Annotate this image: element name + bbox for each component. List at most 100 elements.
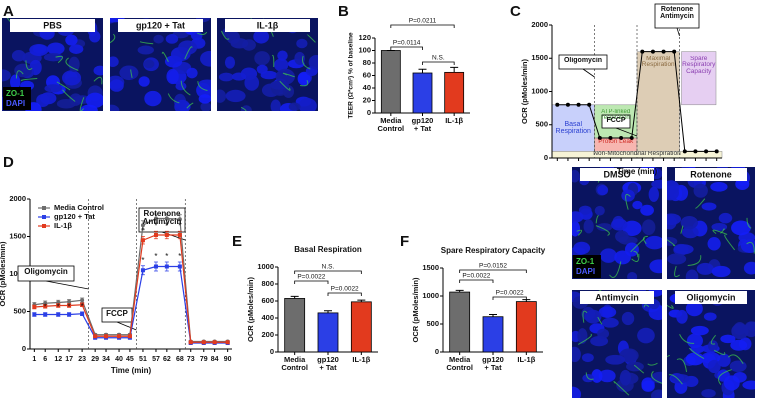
injection-label: Oligomycin — [24, 267, 68, 276]
significance-mark: * — [81, 302, 84, 311]
x-axis-label: Time (min) — [617, 167, 658, 176]
image-title-bg — [580, 291, 654, 304]
injection-label-box: FCCP — [106, 309, 128, 318]
injection-label-box: Rotenone Antimycin — [143, 210, 182, 226]
legend-marker — [42, 215, 46, 219]
point — [153, 233, 158, 237]
point — [43, 304, 48, 309]
nucleus — [591, 369, 603, 383]
x-tick-label: 73 — [187, 356, 195, 363]
nucleus — [11, 50, 26, 62]
junction — [609, 261, 622, 278]
nucleus — [230, 38, 249, 49]
point — [661, 49, 666, 54]
nucleus — [218, 72, 234, 82]
nucleus — [198, 94, 211, 104]
y-tick-label: 1500 — [9, 231, 26, 240]
nucleus — [2, 69, 11, 82]
nucleus — [641, 377, 655, 391]
x-tick-label: Media Control — [377, 117, 405, 133]
nucleus — [707, 359, 721, 374]
point — [56, 312, 61, 317]
junction — [695, 198, 706, 209]
nucleus — [667, 185, 680, 201]
significance-mark: * — [165, 252, 168, 261]
y-tick-label: 800 — [261, 279, 274, 288]
junction — [110, 33, 116, 44]
nucleus — [270, 80, 289, 90]
significance-mark: * — [165, 221, 168, 230]
y-tick-label: 500 — [535, 120, 548, 129]
nucleus — [667, 237, 678, 246]
junction — [180, 80, 191, 96]
stain-label: DAPI — [576, 267, 595, 276]
image-title-bg — [118, 19, 203, 32]
image-title: IL-1β — [257, 20, 279, 30]
significance-label: P=0.0022 — [331, 286, 359, 293]
junction — [271, 54, 275, 67]
point — [597, 136, 602, 141]
junction — [167, 93, 180, 104]
micrograph-content — [667, 290, 755, 398]
nucleus — [273, 58, 289, 72]
nucleus — [572, 169, 580, 183]
point — [32, 305, 37, 309]
junction — [625, 193, 631, 210]
x-tick-label: 29 — [91, 356, 99, 363]
y-tick-label: 80 — [363, 58, 371, 67]
injection-label: FCCP — [106, 309, 128, 318]
injection-arrow — [116, 321, 137, 331]
junction — [727, 354, 744, 365]
point — [104, 334, 109, 339]
nucleus — [68, 56, 80, 73]
panel-label: D — [3, 154, 14, 171]
junction — [643, 304, 650, 308]
nucleus — [572, 220, 581, 237]
bar — [515, 301, 537, 353]
junction — [184, 46, 193, 60]
legend-label: Media Control — [54, 203, 104, 212]
nucleus — [626, 361, 644, 372]
nucleus — [581, 353, 594, 363]
nucleus — [650, 389, 662, 398]
junction — [688, 347, 705, 360]
point — [67, 312, 72, 317]
region-label: ATP-linked respiration — [601, 108, 631, 122]
image-title: Oligomycin — [686, 292, 735, 302]
junction — [667, 355, 671, 358]
micrograph: Rotenone — [667, 167, 755, 279]
error-bar — [455, 289, 464, 293]
y-tick-label: 2000 — [9, 194, 26, 203]
junction — [20, 77, 38, 82]
nucleus — [143, 59, 155, 69]
junction — [597, 316, 603, 325]
x-tick-label: 68 — [176, 356, 184, 363]
significance-mark: * — [154, 221, 157, 230]
nucleus — [69, 44, 84, 54]
nucleus — [110, 56, 119, 67]
nucleus — [707, 237, 721, 251]
significance-mark: * — [154, 252, 157, 261]
y-tick-label: 0 — [22, 344, 26, 353]
stain-legend-bg — [573, 255, 601, 278]
nucleus — [650, 371, 662, 384]
nucleus — [644, 235, 662, 250]
chart-title: Basal Respiration — [294, 245, 362, 254]
point — [672, 49, 677, 54]
nucleus — [240, 105, 252, 111]
nucleus — [270, 99, 281, 111]
junction — [302, 55, 311, 70]
bar — [380, 50, 401, 114]
injection-label: FCCP — [606, 116, 626, 124]
nucleus — [681, 226, 699, 239]
nucleus — [36, 94, 50, 107]
point — [682, 149, 687, 154]
y-tick-label: 1500 — [422, 263, 439, 272]
significance-mark: * — [141, 256, 144, 265]
junction — [197, 31, 208, 36]
x-tick-label-box: IL-1β — [352, 356, 370, 363]
